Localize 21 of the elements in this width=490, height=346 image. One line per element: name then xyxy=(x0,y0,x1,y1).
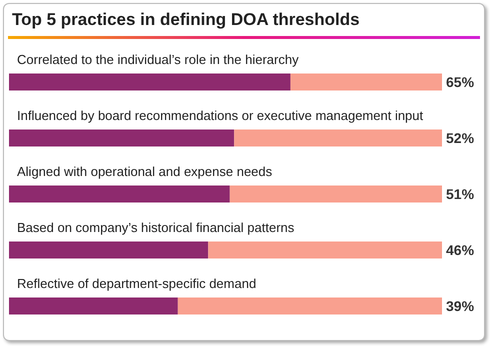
bar xyxy=(9,242,208,258)
bar xyxy=(9,186,230,202)
data-label: 39% xyxy=(446,298,475,314)
y-tick-label: Correlated to the individual’s role in the hierarchy xyxy=(17,52,300,67)
y-tick-label: Aligned with operational and expense needs xyxy=(17,164,273,179)
chart-title: Top 5 practices in defining DOA thresholds xyxy=(12,10,360,30)
bar xyxy=(9,130,234,146)
bar xyxy=(9,74,290,90)
bar xyxy=(290,74,442,90)
bar xyxy=(234,130,442,146)
bar xyxy=(9,298,178,314)
data-label: 51% xyxy=(446,186,475,202)
y-tick-label: Reflective of department-specific demand xyxy=(17,276,256,291)
data-label: 46% xyxy=(446,242,475,258)
data-label: 52% xyxy=(446,130,475,146)
data-label: 65% xyxy=(446,74,475,90)
bar xyxy=(208,242,442,258)
bar xyxy=(178,298,442,314)
y-tick-label: Influenced by board recommendations or executive management input xyxy=(17,108,424,123)
y-tick-label: Based on company’s historical financial patterns xyxy=(17,220,295,235)
bar xyxy=(230,186,442,202)
